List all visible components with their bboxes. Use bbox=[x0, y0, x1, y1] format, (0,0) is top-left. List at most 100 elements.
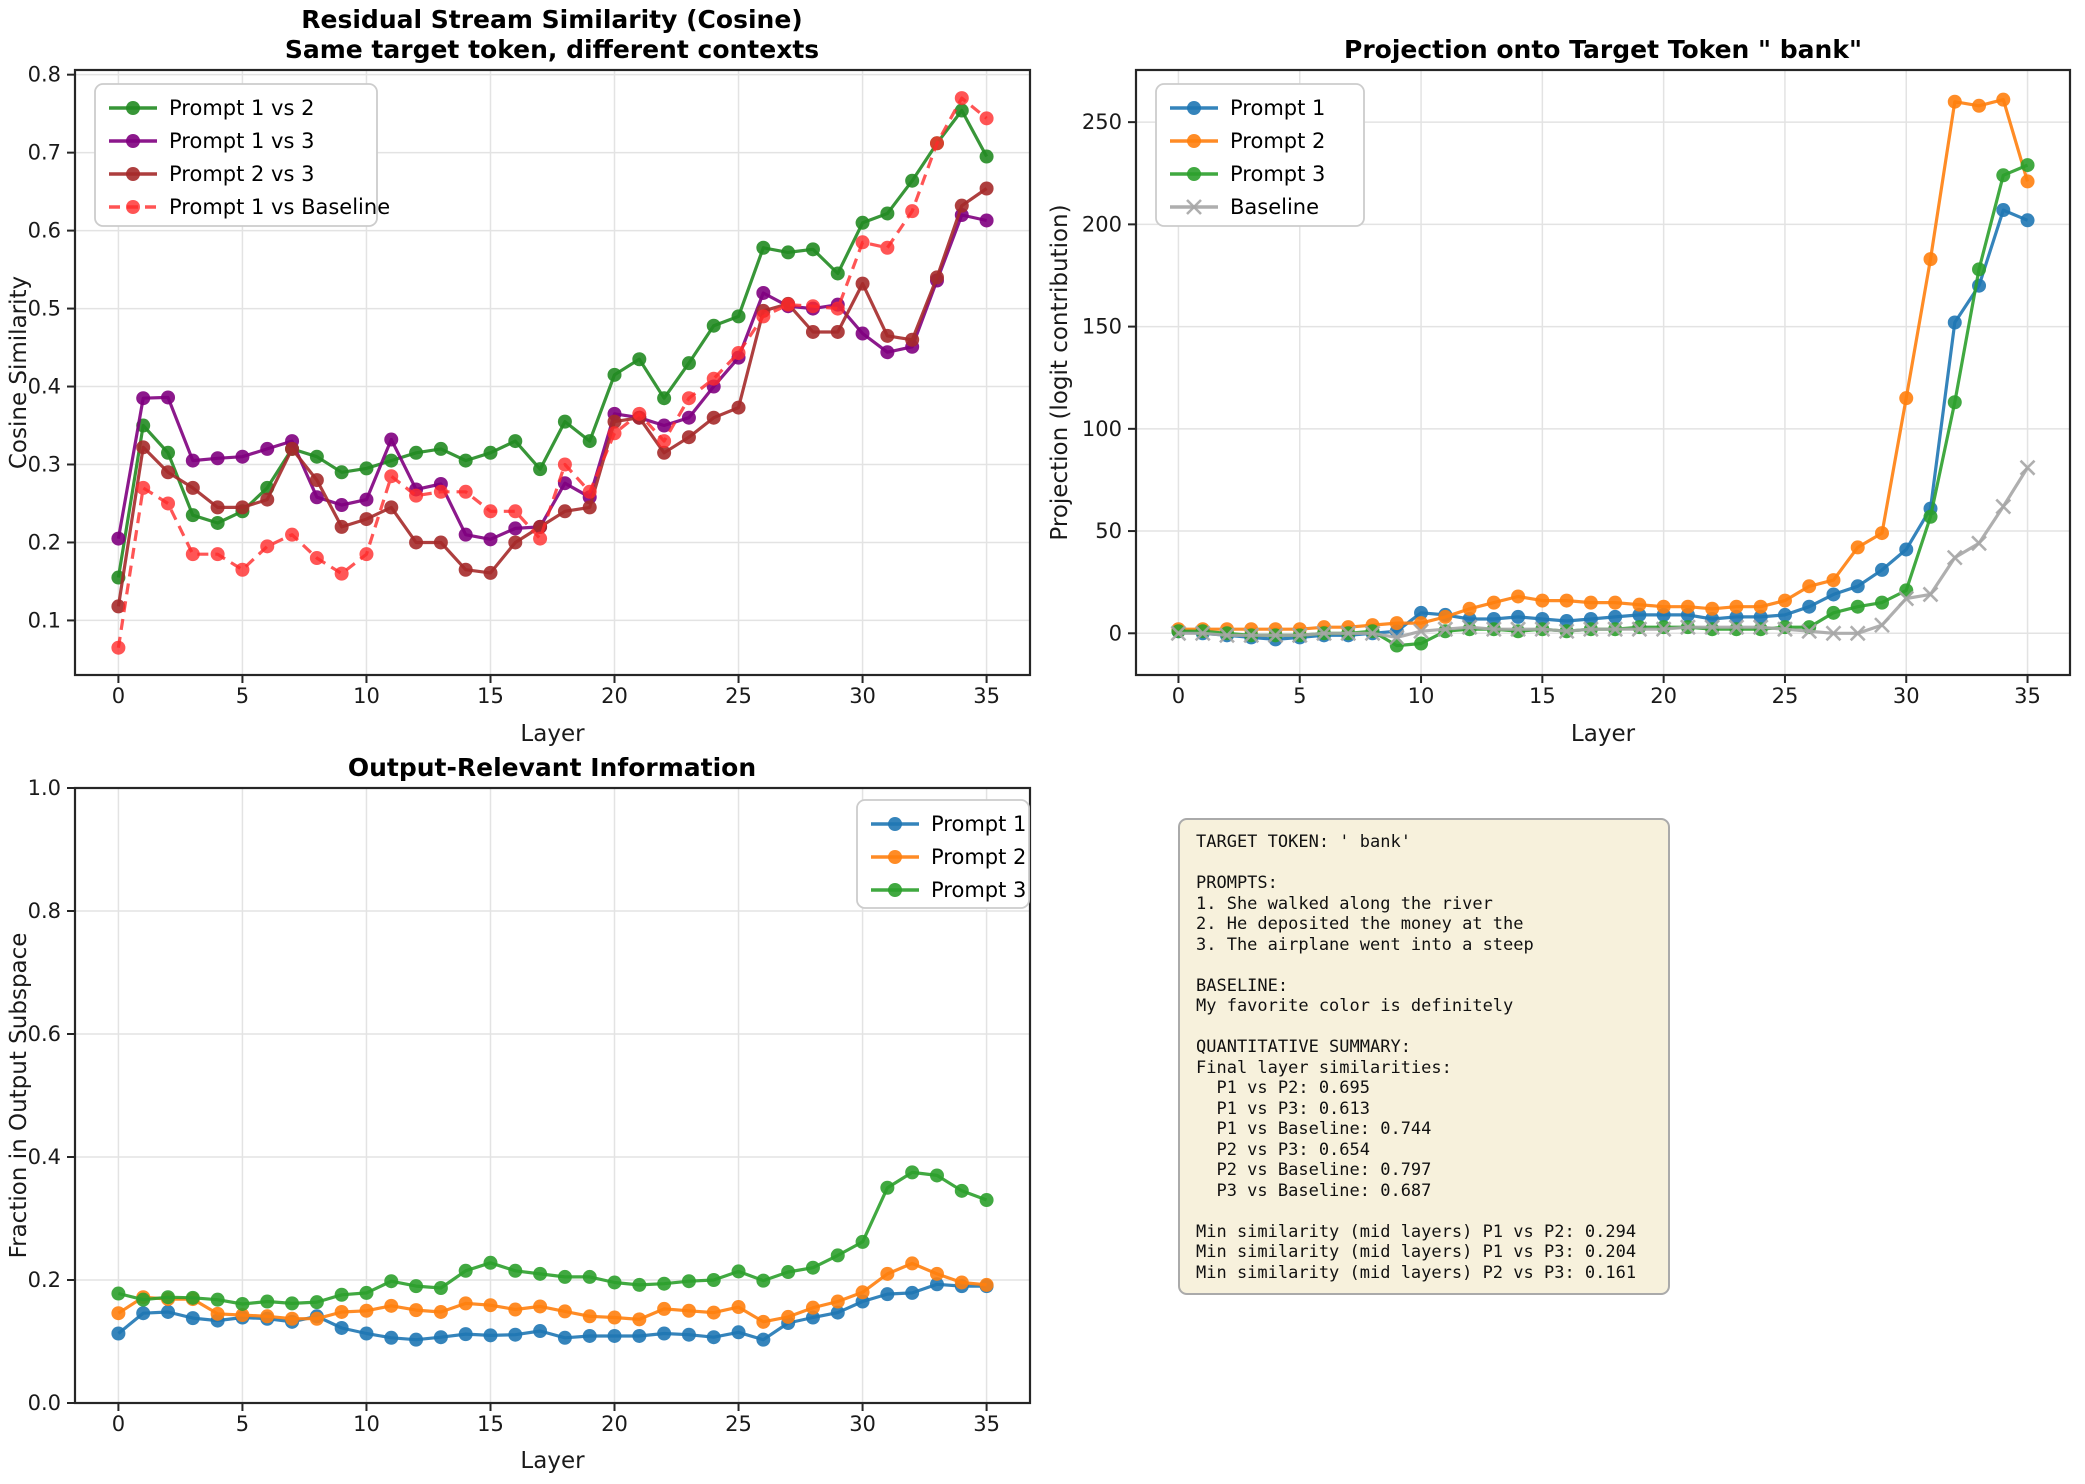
summary-text-line: Min similarity (mid layers) P2 vs P3: 0.… bbox=[1196, 1262, 1637, 1283]
series-marker-prompt-2-vs-3 bbox=[582, 500, 597, 515]
series-marker-prompt-1-vs-2 bbox=[557, 414, 572, 429]
x-tick-label: 35 bbox=[973, 1412, 1000, 1436]
series-marker-prompt-2 bbox=[1899, 391, 1914, 406]
summary-text-line: P3 vs Baseline: 0.687 bbox=[1196, 1180, 1432, 1201]
series-marker-prompt-1-vs-baseline bbox=[384, 469, 399, 484]
series-marker-prompt-2 bbox=[359, 1303, 374, 1318]
summary-text-line: P2 vs Baseline: 0.797 bbox=[1196, 1160, 1432, 1180]
x-tick-label: 30 bbox=[1893, 684, 1920, 708]
series-marker-prompt-1 bbox=[607, 1328, 622, 1343]
summary-text-line bbox=[1196, 1017, 1652, 1038]
series-marker-prompt-1-vs-3 bbox=[508, 521, 523, 536]
series-marker-baseline bbox=[1777, 621, 1793, 638]
series-marker-prompt-2-vs-3 bbox=[235, 500, 250, 515]
series-marker-prompt-1 bbox=[1996, 203, 2011, 218]
series-marker-prompt-1 bbox=[1729, 609, 1744, 624]
series-marker-prompt-3 bbox=[1947, 395, 1962, 410]
series-marker-prompt-2-vs-3 bbox=[285, 441, 300, 456]
series-marker-baseline bbox=[1631, 621, 1648, 638]
summary-text-line: P2 vs P3: 0.654 bbox=[1196, 1139, 1370, 1160]
summary-text-line: TARGET TOKEN: ' bank' bbox=[1196, 832, 1411, 852]
chart-svg-projection-target-token: 0 5 10 15 20 25 30 35 0 50 100 150 200 250 Projection … bbox=[1047, 35, 2072, 747]
series-marker-prompt-1 bbox=[657, 1326, 672, 1341]
series-marker-prompt-2 bbox=[1608, 595, 1623, 610]
series-marker-prompt-1-vs-2 bbox=[681, 356, 696, 371]
legend-marker-prompt-1-vs-baseline bbox=[126, 200, 140, 214]
series-marker-prompt-1-vs-2 bbox=[607, 367, 622, 382]
series-marker-baseline bbox=[1194, 625, 1211, 642]
series-marker-prompt-1-vs-baseline bbox=[954, 91, 969, 106]
chart-title: Residual Stream Similarity (Cosine) bbox=[301, 5, 802, 34]
series-marker-prompt-2 bbox=[979, 1277, 994, 1292]
series-marker-prompt-2 bbox=[1486, 595, 1501, 610]
series-marker-prompt-1 bbox=[458, 1327, 473, 1342]
series-marker-prompt-1-vs-3 bbox=[979, 213, 994, 228]
series-marker-prompt-3 bbox=[1462, 622, 1477, 637]
legend-label-prompt-2-vs-3: Prompt 2 vs 3 bbox=[169, 162, 314, 186]
series-marker-prompt-3 bbox=[632, 1277, 647, 1292]
legend-label-prompt-3: Prompt 3 bbox=[1230, 162, 1325, 186]
series-marker-prompt-1-vs-baseline bbox=[979, 111, 994, 126]
chart-output-relevant-information: 0 5 10 15 20 25 30 35 0.0 0.2 0.4 0.6 0.8 1.0 Output-R… bbox=[0, 740, 1085, 1484]
series-marker-prompt-1-vs-baseline bbox=[706, 371, 721, 386]
series-marker-prompt-1 bbox=[2020, 213, 2035, 228]
summary-text-box: TARGET TOKEN: ' bank' PROMPTS: 1. She wal… bbox=[1178, 818, 1670, 1295]
series-marker-prompt-2 bbox=[1874, 526, 1889, 541]
series-marker-prompt-2 bbox=[1656, 599, 1671, 614]
series-marker-prompt-3 bbox=[210, 1292, 225, 1307]
y-tick-label: 0.5 bbox=[28, 297, 61, 321]
series-marker-prompt-1 bbox=[409, 1332, 424, 1347]
series-marker-prompt-1 bbox=[731, 1325, 746, 1340]
series-marker-prompt-1-vs-baseline bbox=[359, 547, 374, 562]
series-marker-prompt-3 bbox=[359, 1285, 374, 1300]
series-marker-prompt-1-vs-2 bbox=[632, 352, 647, 367]
series-marker-prompt-1 bbox=[1753, 609, 1768, 624]
series-marker-baseline bbox=[1340, 625, 1357, 642]
series-marker-prompt-1-vs-baseline bbox=[433, 484, 448, 499]
series-marker-prompt-1 bbox=[1777, 607, 1792, 622]
series-marker-prompt-1-vs-baseline bbox=[557, 457, 572, 472]
series-marker-prompt-2 bbox=[781, 1309, 796, 1324]
series-marker-prompt-2 bbox=[334, 1304, 349, 1319]
plot-frame bbox=[1134, 68, 2072, 677]
series-marker-prompt-1-vs-3 bbox=[185, 453, 200, 468]
series-marker-prompt-2-vs-3 bbox=[855, 276, 870, 291]
series-marker-prompt-2 bbox=[1972, 98, 1987, 113]
series-marker-prompt-3 bbox=[433, 1280, 448, 1295]
series-marker-baseline bbox=[1825, 625, 1842, 642]
series-marker-prompt-1-vs-3 bbox=[855, 326, 870, 341]
series-marker-prompt-2 bbox=[706, 1305, 721, 1320]
legend-label-prompt-1-vs-baseline: Prompt 1 vs Baseline bbox=[169, 195, 390, 219]
series-marker-prompt-1 bbox=[1535, 611, 1550, 626]
series-marker-prompt-2-vs-3 bbox=[433, 535, 448, 550]
series-marker-prompt-2 bbox=[210, 1306, 225, 1321]
series-marker-prompt-2 bbox=[929, 1266, 944, 1281]
series-marker-baseline bbox=[1485, 621, 1502, 638]
series-marker-prompt-3 bbox=[1826, 605, 1841, 620]
series-marker-baseline bbox=[1922, 586, 1939, 603]
series-marker-prompt-2 bbox=[1777, 593, 1792, 608]
series-marker-prompt-1 bbox=[582, 1328, 597, 1343]
series-marker-prompt-3 bbox=[830, 1248, 845, 1263]
series-marker-prompt-3 bbox=[1438, 624, 1453, 639]
series-marker-prompt-2-vs-3 bbox=[929, 270, 944, 285]
series-marker-prompt-1-vs-baseline bbox=[929, 136, 944, 151]
series-marker-prompt-1 bbox=[1559, 614, 1574, 629]
series-marker-prompt-2 bbox=[260, 1309, 275, 1324]
legend-marker-prompt-1-vs-2 bbox=[126, 101, 140, 115]
x-tick-label: 0 bbox=[112, 684, 125, 708]
series-marker-baseline bbox=[1801, 623, 1818, 640]
series-marker-prompt-1 bbox=[533, 1324, 548, 1339]
legend-label-baseline: Baseline bbox=[1230, 195, 1319, 219]
series-marker-prompt-3 bbox=[582, 1269, 597, 1284]
series-marker-prompt-1-vs-3 bbox=[483, 532, 498, 547]
series-marker-baseline bbox=[1291, 627, 1308, 644]
series-marker-baseline bbox=[1316, 625, 1332, 642]
series-marker-prompt-1 bbox=[929, 1277, 944, 1292]
legend-marker-prompt-2-vs-3 bbox=[126, 167, 140, 181]
plot-frame bbox=[73, 68, 1032, 677]
series-marker-prompt-2-vs-3 bbox=[458, 562, 473, 577]
series-marker-prompt-1 bbox=[136, 1306, 151, 1321]
series-marker-prompt-3 bbox=[706, 1273, 721, 1287]
series-marker-prompt-1-vs-2 bbox=[855, 215, 870, 230]
